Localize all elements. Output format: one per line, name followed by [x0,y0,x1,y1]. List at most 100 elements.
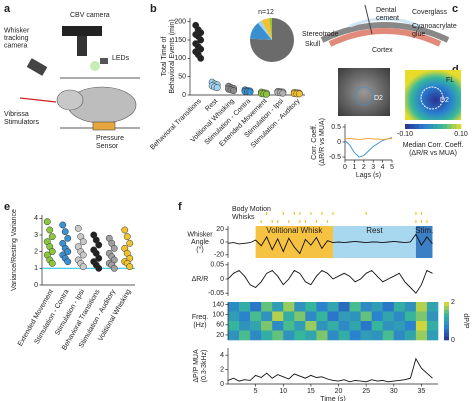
heat-cell [393,302,406,312]
panel-letter: c [452,3,458,15]
point [48,259,56,267]
x-tick-label: 5 [254,388,258,395]
point [126,263,134,271]
panel-letter: b [150,3,157,15]
heat-cell [294,330,306,341]
y-tick-label: 0 [220,381,224,388]
y-axis-label: ΔR/R [192,276,209,283]
heat-cell [283,302,295,312]
label: Coverglass [412,9,448,16]
label: Pressure Sensor [96,135,124,150]
row-label: Whisks [232,214,255,221]
colorbar-segment [456,124,462,129]
heat-cell [294,311,306,322]
stereotrode [364,4,373,35]
point [48,248,56,256]
pie-slice [250,23,272,40]
label: D2 [374,95,383,102]
colorbar-segment [447,124,452,129]
heat-cell [415,302,428,312]
row-label: Body Motion [232,206,271,213]
y-tick-label: 0 [220,276,224,283]
point [110,264,118,272]
cbv-camera-body [62,26,102,36]
y-tick-label: 1 [34,265,38,272]
heat-cell [426,321,439,331]
x-tick-label: 30 [390,388,398,395]
point [79,238,87,246]
label: Skull [305,41,321,48]
point [43,218,51,226]
y-tick-label: -0.5 [329,154,341,161]
x-axis-label: Time (s) [320,396,345,401]
colorbar-segment [428,124,434,129]
point [64,248,72,256]
colorbar-label: dP/P [462,313,469,329]
heat-cell [404,330,417,341]
pie-slice [257,20,272,40]
line [227,269,433,294]
heat-cell [382,302,395,312]
y-tick-label: -0.05 [208,290,224,297]
y-tick-label: 0.05 [210,262,224,269]
point [74,224,82,232]
heat-cell [228,321,240,331]
y-tick-label: 150 [174,37,186,44]
panel-letter: f [178,201,182,213]
colorbar-segment [437,124,443,129]
heat-cell [371,330,384,341]
heat-cell [250,302,262,312]
heat-cell [228,302,240,312]
heat-cell [393,311,406,322]
epoch-label: Volitional Whisk [266,226,323,235]
colorbar-segment [444,336,449,341]
heat-cell [327,311,339,322]
heat-cell [327,330,339,341]
colorbar-segment [444,317,449,322]
heat-cell [415,330,428,341]
y-tick-label: -20 [214,252,224,259]
colorbar-segment [444,321,449,326]
led [100,58,108,64]
heat-cell [382,330,395,341]
point [262,90,270,98]
heat-cell [327,321,339,331]
y-axis-label: Freq. (Hz) [192,314,208,329]
heat-cell [316,302,328,312]
heat-cell [360,330,372,341]
heat-cell [239,330,251,341]
x-tick-label: 5 [390,164,394,171]
heat-cell [371,321,384,331]
cortex-layer [328,28,442,47]
panel-d: d D2 FL D2 [338,64,461,120]
heat-cell [426,302,439,312]
mouse-head [56,89,84,111]
heat-cell [305,302,317,312]
heat-cell [415,321,428,331]
heat-cell [261,330,273,341]
point [46,226,54,234]
heat-cell [283,311,295,322]
point [197,36,205,44]
y-tick-label: 20 [216,332,224,339]
colorbar-segment [444,324,449,329]
x-tick-label: 2 [362,164,366,171]
label: Cortex [372,47,393,54]
y-tick-label: 0.5 [331,124,341,131]
y-axis-label: Corr. Coeff.(ΔR/R vs MUA) [311,118,326,166]
heat-cell [349,302,361,312]
colorbar-segment [433,124,438,129]
heat-cell [338,311,350,322]
label: Cyanoacrylate glue [412,23,457,38]
y-tick-label: 0 [34,282,38,289]
pie-slice [269,18,272,40]
y-axis-label: Total Time ofBehavioral Events (min) [161,19,176,93]
heat-cell [360,311,372,322]
heat-cell [283,330,295,341]
point [110,244,118,252]
x-tick-label: 35 [418,388,426,395]
cbv-camera-lens [77,36,87,56]
x-tick-label: 10 [279,388,287,395]
x-tick-label: 25 [362,388,370,395]
heat-cell [228,311,240,322]
